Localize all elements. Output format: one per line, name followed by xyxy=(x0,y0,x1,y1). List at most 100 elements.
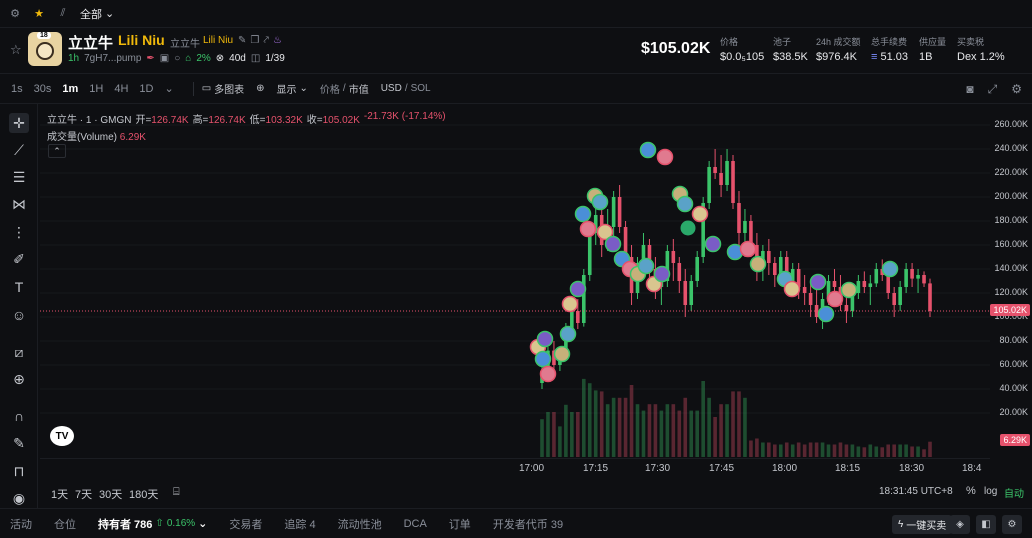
tf-1m[interactable]: 1m xyxy=(62,82,79,95)
edit-icon[interactable]: ✎ xyxy=(238,35,247,46)
volume-bar xyxy=(581,378,586,457)
share-icon[interactable]: ⤤ xyxy=(263,35,269,46)
candle-body xyxy=(731,161,735,203)
price-toggle[interactable]: 价格 xyxy=(319,85,340,96)
tf-30s[interactable]: 30s xyxy=(33,82,52,95)
favorite-star-icon[interactable]: ☆ xyxy=(10,42,22,57)
candle-body xyxy=(832,281,837,287)
range-7d[interactable]: 7天 xyxy=(75,489,93,501)
tab-orders[interactable]: 订单 xyxy=(448,518,471,531)
collapse-legend-button[interactable]: ⌃ xyxy=(48,144,66,158)
candle-body xyxy=(737,203,741,233)
candle-body xyxy=(916,275,920,279)
volume-bar xyxy=(874,446,879,457)
range-1d[interactable]: 1天 xyxy=(51,489,69,501)
sol-toggle[interactable]: SOL xyxy=(410,83,431,94)
candle-body xyxy=(617,197,622,227)
stat-price-value: $0.0₅105 xyxy=(720,51,765,63)
indicators-icon[interactable]: ⊕ xyxy=(256,83,265,94)
chart-line-icon[interactable]: ⫽ xyxy=(60,7,66,19)
calendar-icon[interactable]: ⌸ xyxy=(173,486,180,498)
tf-1h[interactable]: 1H xyxy=(89,82,104,95)
zoom-icon[interactable]: ⊕ xyxy=(13,370,25,387)
camera-icon[interactable]: ◙ xyxy=(966,82,974,96)
time-axis[interactable]: 17:00 17:15 17:30 17:45 18:00 18:15 18:30 18:4 xyxy=(40,458,990,476)
brush-icon[interactable]: ✐ xyxy=(13,250,25,267)
chevron-down-icon[interactable]: ⌄ xyxy=(164,83,174,95)
tf-4h[interactable]: 4H xyxy=(114,82,129,95)
volume-bar xyxy=(886,444,891,457)
volume-bar xyxy=(647,404,652,457)
settings-icon[interactable]: ⚙ xyxy=(10,8,20,20)
range-180d[interactable]: 180天 xyxy=(129,489,159,501)
lock-draw-icon[interactable]: ✎ xyxy=(13,434,25,451)
gear-icon[interactable]: ⚙ xyxy=(1011,82,1022,96)
price-mcap-toggle[interactable]: 价格 / 市值 xyxy=(319,83,369,96)
tab-positions[interactable]: 仓位 xyxy=(54,518,76,531)
star-icon[interactable]: ★ xyxy=(34,8,44,20)
currency-toggle[interactable]: USD / SOL xyxy=(380,83,431,94)
trade-marker-icon xyxy=(639,141,657,159)
token-avatar[interactable]: 18 xyxy=(28,32,62,66)
tab-traders[interactable]: 交易者 xyxy=(229,518,263,531)
avatar-badge: 18 xyxy=(37,32,51,39)
crosshair-icon[interactable]: ✛ xyxy=(9,113,29,133)
settings-bottom-icon[interactable]: ⚙ xyxy=(1002,515,1022,534)
search-icon[interactable]: ○ xyxy=(174,53,181,64)
lock-icon[interactable]: ⊓ xyxy=(13,462,25,479)
volume-bar xyxy=(665,404,670,457)
candle-body xyxy=(647,245,652,269)
log-toggle[interactable]: log xyxy=(984,486,998,497)
stat-supply-label: 供应量 xyxy=(919,37,947,47)
magnet-icon[interactable]: ∩ xyxy=(13,408,25,424)
range-30d[interactable]: 30天 xyxy=(99,489,123,501)
token-address[interactable]: 7gH7...pump xyxy=(84,53,142,64)
tab-tracking[interactable]: 追踪 4 xyxy=(284,518,316,531)
ruler-icon[interactable]: ⧄ xyxy=(14,343,24,360)
price-chart[interactable] xyxy=(40,104,990,476)
volume-bar xyxy=(623,397,628,457)
candle-body xyxy=(576,311,580,323)
tradingview-logo[interactable]: TV xyxy=(50,426,74,446)
quick-buy-button[interactable]: ϟ 一键买卖 xyxy=(892,515,953,534)
emoji-icon[interactable]: ☺ xyxy=(11,307,27,323)
stat-volume: 24h 成交额 $976.4K xyxy=(816,35,861,63)
trade-marker-icon xyxy=(637,257,655,275)
multi-chart-button[interactable]: ▭ 多图表 xyxy=(202,81,244,96)
pen-icon: ✒ xyxy=(146,53,155,64)
text-icon[interactable]: T xyxy=(14,279,24,295)
tf-1s[interactable]: 1s xyxy=(11,82,23,95)
y-tick-label: 80.00K xyxy=(999,335,1028,345)
price-axis[interactable]: 260.00K 240.00K 220.00K 200.00K 180.00K 160.0… xyxy=(990,104,1032,476)
tab-activity[interactable]: 活动 xyxy=(10,518,32,531)
pattern-icon[interactable]: ⋈ xyxy=(12,195,26,212)
trade-marker-icon xyxy=(749,255,767,273)
tab-liquidity[interactable]: 流动性池 xyxy=(337,518,382,531)
trendline-icon[interactable]: ⟋ xyxy=(14,141,24,158)
candle-body xyxy=(665,251,670,281)
candle-body xyxy=(743,221,747,233)
tf-1d[interactable]: 1D xyxy=(139,82,154,95)
wallet-icon[interactable]: ◈ xyxy=(950,515,970,534)
all-dropdown[interactable]: 全部 ⌄ xyxy=(80,6,114,22)
tab-holders[interactable]: 持有者 786 ⇧ 0.16% ⌄ xyxy=(98,516,207,532)
mcap-toggle[interactable]: 市值 xyxy=(348,85,369,96)
copy-icon[interactable]: ❐ xyxy=(250,35,260,46)
tab-dca[interactable]: DCA xyxy=(403,517,427,530)
y-tick-label: 120.00K xyxy=(994,287,1028,297)
holders-label: 持有者 786 xyxy=(98,518,153,531)
candle-body xyxy=(922,275,926,284)
volume-bar xyxy=(826,444,831,457)
percent-toggle[interactable]: % xyxy=(966,485,976,497)
display-dropdown[interactable]: 显示 ⌄ xyxy=(277,81,308,96)
auto-toggle[interactable]: 自动 xyxy=(1004,489,1024,500)
doc-icon[interactable]: ▣ xyxy=(159,53,170,64)
usd-toggle[interactable]: USD xyxy=(380,83,402,94)
tab-dev-tokens[interactable]: 开发者代币 39 xyxy=(492,518,564,531)
eye-icon[interactable]: ◉ xyxy=(12,489,26,506)
fib-icon[interactable]: ⋮ xyxy=(12,223,26,240)
layout-icon[interactable]: ◧ xyxy=(976,515,996,534)
horizontal-lines-icon[interactable]: ☰ xyxy=(12,168,26,185)
volume-bar xyxy=(635,404,640,457)
fullscreen-icon[interactable]: ⤢ xyxy=(987,82,998,96)
